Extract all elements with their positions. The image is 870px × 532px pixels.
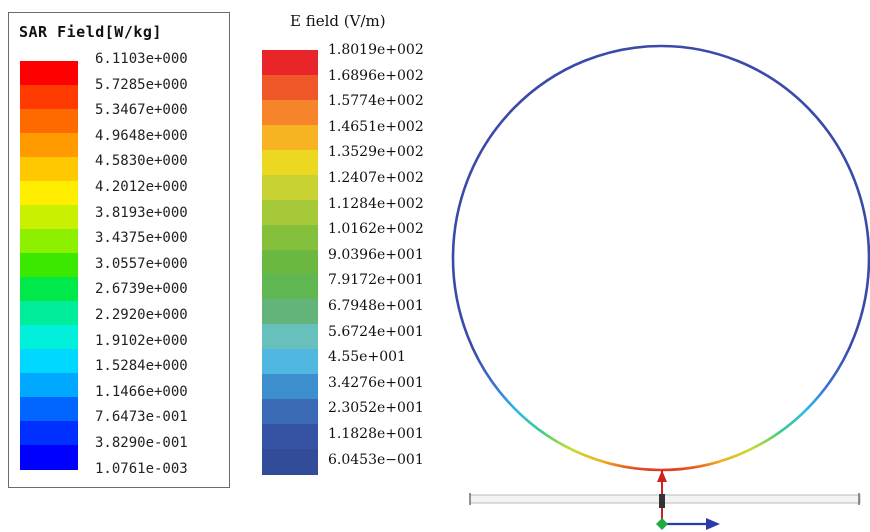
- sar-swatch-11: [20, 325, 78, 350]
- efield-swatch-3: [262, 124, 318, 151]
- efield-swatch-15: [262, 424, 318, 450]
- sar-label-6: 3.8193e+000: [95, 204, 188, 221]
- efield-swatch-11: [262, 324, 318, 350]
- sar-label-15: 3.8290e-001: [95, 435, 188, 451]
- field-diagram: [451, 44, 870, 530]
- efield-label-5: 1.2407e+002: [328, 170, 424, 186]
- sar-swatch-2: [20, 109, 78, 134]
- efield-swatch-1: [262, 74, 318, 101]
- efield-colorbar: [262, 50, 318, 475]
- sar-label-14: 7.6473e-001: [95, 409, 188, 426]
- sar-swatch-8: [20, 253, 78, 278]
- sar-swatch-15: [20, 421, 78, 446]
- sar-label-5: 4.2012e+000: [95, 179, 188, 195]
- sar-swatch-4: [20, 157, 78, 182]
- sar-legend-title: SAR Field[W/kg]: [19, 23, 162, 41]
- sar-swatch-7: [20, 229, 78, 254]
- efield-legend-title: E field (V/m): [290, 12, 386, 30]
- efield-label-12: 4.55e+001: [328, 349, 406, 366]
- efield-label-1: 1.6896e+002: [328, 67, 424, 84]
- efield-swatch-16: [262, 449, 318, 475]
- axis-right-arrowhead: [706, 518, 720, 530]
- sar-label-1: 5.7285e+000: [95, 76, 188, 93]
- efield-label-10: 6.7948e+001: [328, 298, 424, 314]
- efield-label-16: 6.0453e−001: [328, 451, 424, 468]
- efield-swatch-9: [262, 274, 318, 300]
- sar-swatch-9: [20, 277, 78, 302]
- efield-swatch-4: [262, 149, 318, 176]
- efield-label-9: 7.9172e+001: [328, 272, 424, 289]
- sar-label-7: 3.4375e+000: [95, 230, 188, 247]
- origin-marker: [656, 518, 668, 530]
- efield-label-8: 9.0396e+001: [328, 246, 424, 263]
- sar-swatch-12: [20, 349, 78, 374]
- sar-label-2: 5.3467e+000: [95, 102, 188, 119]
- ring-conductor: [451, 44, 870, 472]
- sar-legend: SAR Field[W/kg] 6.1103e+000 5.7285e+000 …: [8, 12, 230, 488]
- efield-label-6: 1.1284e+002: [328, 195, 424, 212]
- efield-swatch-0: [262, 50, 318, 76]
- sar-colorbar: [20, 61, 78, 470]
- efield-swatch-7: [262, 224, 318, 251]
- sar-label-10: 2.2920e+000: [95, 307, 188, 323]
- efield-label-14: 2.3052e+001: [328, 400, 424, 417]
- sar-label-3: 4.9648e+000: [95, 127, 188, 144]
- sar-label-8: 3.0557e+000: [95, 255, 188, 272]
- sar-label-13: 1.1466e+000: [95, 383, 188, 400]
- efield-label-11: 5.6724e+001: [328, 323, 424, 340]
- efield-label-0: 1.8019e+002: [328, 42, 424, 58]
- efield-swatch-13: [262, 374, 318, 400]
- efield-swatch-10: [262, 299, 318, 325]
- sar-swatch-16: [20, 445, 78, 470]
- efield-label-13: 3.4276e+001: [328, 374, 424, 391]
- sar-label-11: 1.9102e+000: [95, 332, 188, 349]
- sar-swatch-1: [20, 85, 78, 110]
- sar-label-0: 6.1103e+000: [95, 51, 188, 67]
- sar-swatch-13: [20, 373, 78, 398]
- sar-swatch-0: [20, 61, 78, 86]
- sar-swatch-14: [20, 397, 78, 422]
- efield-label-3: 1.4651e+002: [328, 118, 424, 135]
- sar-label-4: 4.5830e+000: [95, 153, 188, 170]
- sar-label-16: 1.0761e-003: [95, 460, 188, 477]
- efield-swatch-14: [262, 399, 318, 425]
- efield-swatch-5: [262, 174, 318, 201]
- sar-swatch-10: [20, 301, 78, 326]
- efield-label-4: 1.3529e+002: [328, 144, 424, 161]
- efield-swatch-12: [262, 349, 318, 375]
- efield-swatch-8: [262, 249, 318, 276]
- sar-swatch-3: [20, 133, 78, 158]
- efield-swatch-2: [262, 99, 318, 126]
- efield-label-2: 1.5774e+002: [328, 93, 424, 110]
- sar-swatch-6: [20, 205, 78, 230]
- efield-swatch-6: [262, 199, 318, 226]
- efield-label-15: 1.1828e+001: [328, 426, 424, 442]
- sar-label-9: 2.6739e+000: [95, 281, 188, 298]
- axis-up-arrowhead: [657, 470, 667, 482]
- feed-block: [659, 494, 665, 508]
- sar-label-12: 1.5284e+000: [95, 358, 188, 375]
- efield-label-7: 1.0162e+002: [328, 221, 424, 238]
- sar-swatch-5: [20, 181, 78, 206]
